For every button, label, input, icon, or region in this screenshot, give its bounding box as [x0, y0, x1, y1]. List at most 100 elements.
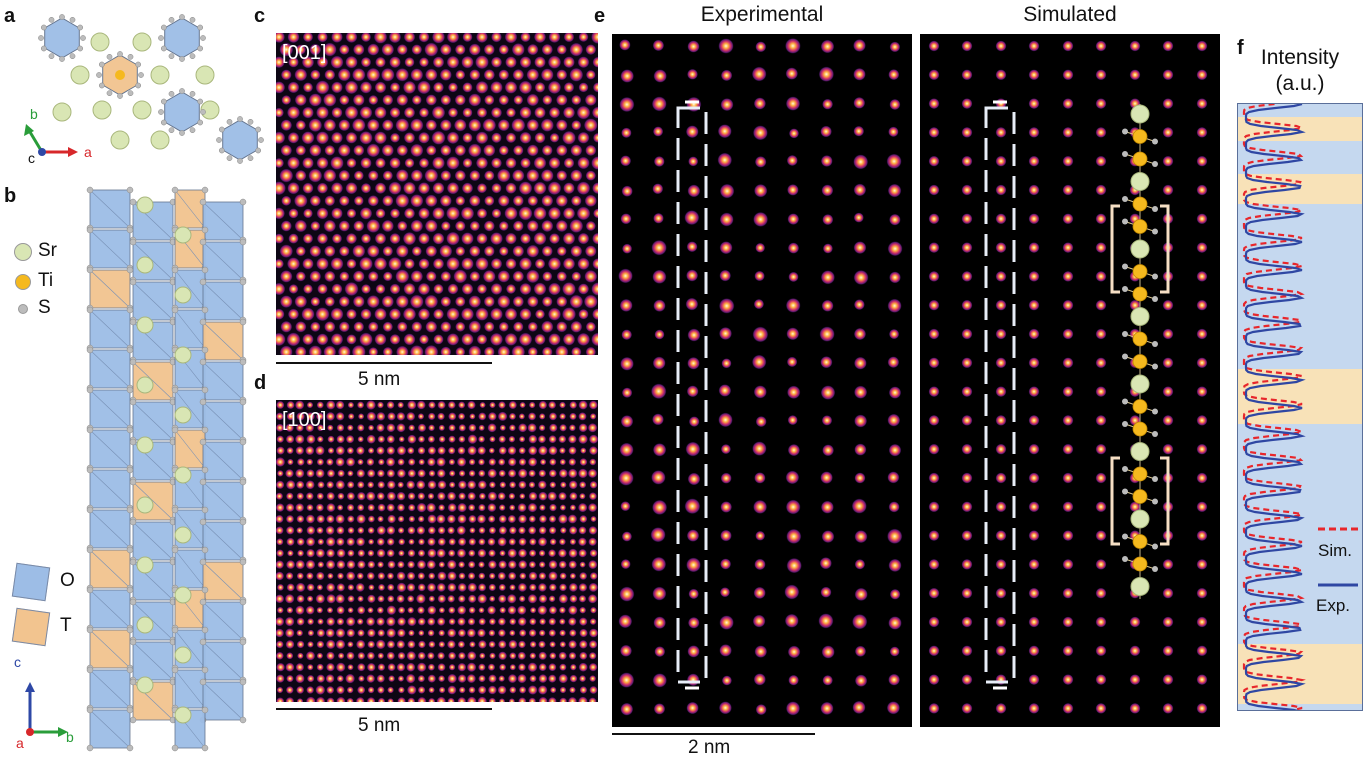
atom-column-spot: [517, 605, 527, 615]
atom-column-spot: [498, 514, 507, 524]
sr-atom: [136, 616, 154, 634]
atom-column-spot: [533, 231, 547, 246]
atom-column-spot: [498, 321, 509, 332]
s-atom: [135, 61, 142, 68]
sr-atom-model: [1130, 374, 1150, 394]
atom-column-spot: [618, 672, 635, 688]
atom-column-spot: [440, 221, 451, 231]
atom-column-spot: [786, 154, 798, 167]
atom-column-spot: [288, 284, 299, 294]
atom-column-spot: [457, 514, 467, 524]
atom-column-spot: [588, 662, 598, 672]
atom-column-spot: [296, 698, 304, 702]
atom-column-spot: [338, 119, 351, 132]
s-atom: [201, 626, 209, 634]
s-atom: [129, 478, 137, 486]
s-atom-model: [1122, 151, 1128, 157]
atom-column-spot: [306, 572, 314, 580]
atom-column-spot: [347, 583, 355, 591]
atom-column-spot: [360, 157, 372, 169]
atom-column-spot: [1062, 98, 1074, 110]
atom-column-spot: [389, 107, 401, 119]
atom-column-spot: [447, 502, 457, 513]
atom-column-spot: [467, 560, 476, 569]
atom-column-spot: [854, 674, 868, 687]
atom-column-spot: [345, 55, 358, 69]
atom-column-spot: [580, 447, 587, 454]
s-atom: [40, 45, 47, 52]
atom-column-spot: [1095, 155, 1107, 167]
atom-column-spot: [558, 673, 569, 684]
atom-column-spot: [720, 501, 733, 513]
atom-column-spot: [517, 582, 528, 593]
s-atom: [158, 109, 164, 115]
atom-column-spot: [309, 195, 322, 207]
atom-column-spot: [317, 618, 324, 625]
atom-column-spot: [323, 219, 337, 233]
atom-column-spot: [559, 401, 566, 409]
atom-column-spot: [428, 697, 436, 702]
atom-column-spot: [366, 400, 376, 410]
atom-column-spot: [576, 181, 591, 196]
atom-column-spot: [337, 68, 351, 82]
atom-column-spot: [688, 588, 699, 600]
atom-column-spot: [285, 479, 296, 490]
atom-column-spot: [447, 571, 457, 581]
c-axis-dot: [38, 148, 46, 156]
atom-column-spot: [537, 685, 548, 695]
atom-column-spot: [475, 80, 489, 94]
atom-column-spot: [519, 572, 527, 580]
atom-column-spot: [395, 294, 409, 309]
s-atom: [226, 155, 233, 162]
atom-column-spot: [505, 182, 517, 194]
atom-column-spot: [426, 582, 437, 593]
atom-column-spot: [505, 132, 517, 144]
atom-column-spot: [466, 662, 477, 673]
atom-column-spot: [367, 195, 380, 207]
atom-column-spot: [346, 424, 354, 432]
atom-column-spot: [469, 220, 481, 232]
atom-column-spot: [1028, 213, 1040, 225]
atom-column-spot: [467, 491, 477, 501]
atom-column-spot: [418, 258, 430, 270]
atom-column-spot: [295, 246, 306, 257]
atom-column-spot: [336, 605, 345, 615]
atom-column-spot: [928, 357, 940, 369]
s-atom: [168, 90, 175, 97]
atom-column-spot: [820, 500, 834, 514]
atom-column-spot: [752, 441, 767, 456]
panel-label-d: d: [254, 372, 267, 394]
atom-column-spot: [505, 258, 517, 270]
atom-column-spot: [618, 268, 633, 284]
atom-column-spot: [427, 537, 436, 547]
atom-column-spot: [718, 326, 733, 341]
atom-column-spot: [402, 181, 417, 195]
crystal-structure-ab-view: [24, 14, 264, 164]
atom-column-spot: [359, 207, 373, 220]
atom-column-spot: [1095, 587, 1107, 599]
s-atom: [160, 119, 167, 126]
atom-column-spot: [538, 491, 548, 501]
ti-atom-model: [1132, 151, 1148, 167]
atom-column-spot: [588, 651, 597, 660]
s-atom: [126, 706, 134, 714]
atom-column-spot: [335, 400, 345, 410]
atom-column-spot: [928, 69, 940, 81]
atom-column-spot: [520, 33, 531, 43]
atom-column-spot: [588, 492, 597, 501]
atom-column-spot: [498, 246, 509, 257]
atom-column-spot: [387, 686, 394, 694]
polyhedron-edge: [202, 681, 244, 721]
atom-column-spot: [396, 468, 407, 479]
atom-column-spot: [548, 400, 557, 410]
sr-atom: [136, 196, 154, 214]
atom-column-spot: [504, 307, 518, 321]
s-atom: [239, 198, 247, 206]
atom-column-spot: [347, 526, 355, 535]
atom-column-spot: [276, 549, 285, 558]
atom-column-spot: [385, 616, 396, 627]
atom-column-spot: [295, 480, 305, 490]
polyhedron-edge: [202, 241, 244, 281]
atom-column-spot: [407, 526, 416, 535]
atom-column-spot: [548, 106, 561, 119]
